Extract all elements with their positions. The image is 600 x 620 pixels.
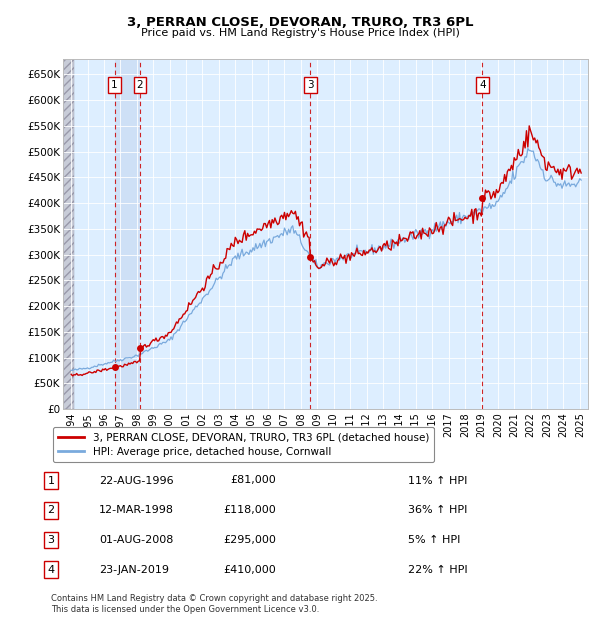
Text: 3: 3 (307, 79, 314, 90)
Text: 3: 3 (47, 535, 55, 545)
Text: £118,000: £118,000 (223, 505, 276, 515)
Text: 3, PERRAN CLOSE, DEVORAN, TRURO, TR3 6PL: 3, PERRAN CLOSE, DEVORAN, TRURO, TR3 6PL (127, 16, 473, 29)
Text: 12-MAR-1998: 12-MAR-1998 (99, 505, 174, 515)
Bar (63, 59, 74, 409)
Bar (115, 59, 140, 409)
Text: Contains HM Land Registry data © Crown copyright and database right 2025.
This d: Contains HM Land Registry data © Crown c… (51, 595, 377, 614)
Text: 4: 4 (47, 565, 55, 575)
Text: 4: 4 (479, 79, 485, 90)
Text: £410,000: £410,000 (223, 565, 276, 575)
Text: 36% ↑ HPI: 36% ↑ HPI (408, 505, 467, 515)
Text: 1: 1 (47, 476, 55, 485)
Text: 01-AUG-2008: 01-AUG-2008 (99, 535, 173, 545)
Text: 23-JAN-2019: 23-JAN-2019 (99, 565, 169, 575)
Bar (63, 59, 74, 409)
Text: 11% ↑ HPI: 11% ↑ HPI (408, 476, 467, 485)
Legend: 3, PERRAN CLOSE, DEVORAN, TRURO, TR3 6PL (detached house), HPI: Average price, d: 3, PERRAN CLOSE, DEVORAN, TRURO, TR3 6PL… (53, 427, 434, 463)
Text: £295,000: £295,000 (223, 535, 276, 545)
Text: 2: 2 (47, 505, 55, 515)
Text: 5% ↑ HPI: 5% ↑ HPI (408, 535, 460, 545)
Text: 2: 2 (137, 79, 143, 90)
Text: 1: 1 (111, 79, 118, 90)
Text: 22-AUG-1996: 22-AUG-1996 (99, 476, 173, 485)
Text: Price paid vs. HM Land Registry's House Price Index (HPI): Price paid vs. HM Land Registry's House … (140, 28, 460, 38)
Text: 22% ↑ HPI: 22% ↑ HPI (408, 565, 467, 575)
Text: £81,000: £81,000 (230, 476, 276, 485)
